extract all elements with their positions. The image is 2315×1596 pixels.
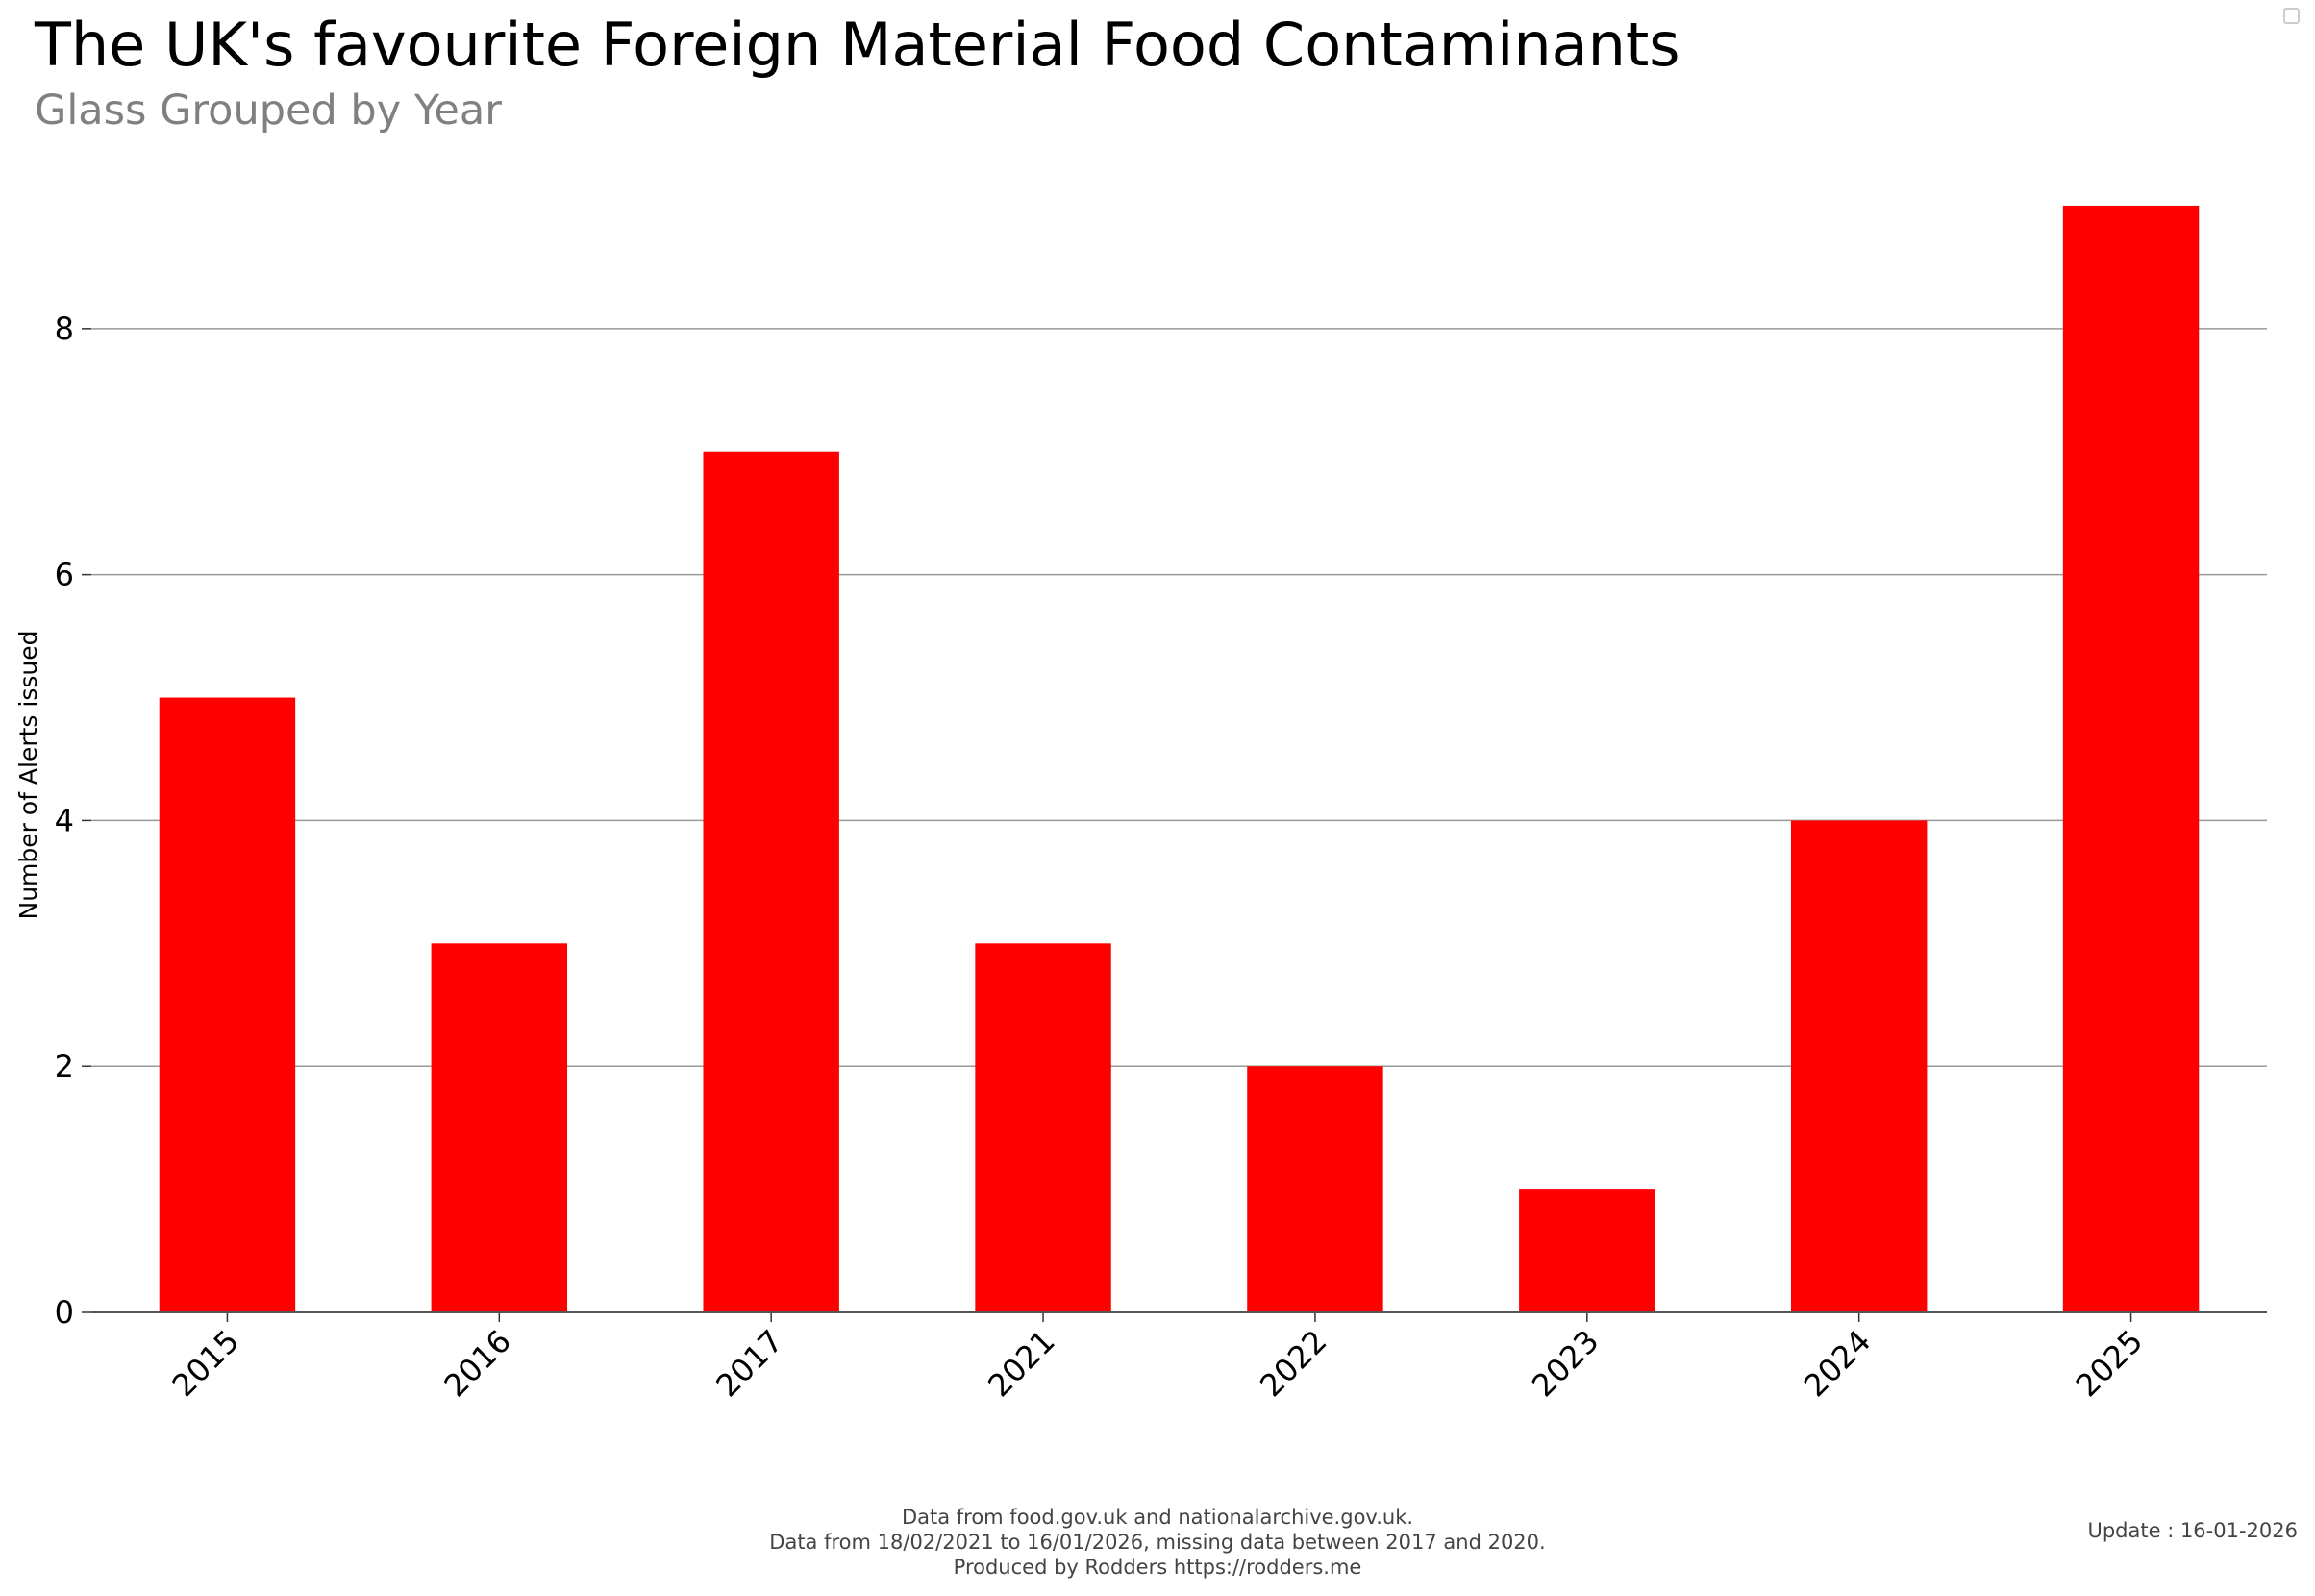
footer-credit-line: Produced by Rodders https://rodders.me (953, 1556, 1362, 1579)
legend-toggle-box[interactable] (2283, 8, 2300, 24)
bar-2022[interactable] (1247, 1066, 1383, 1312)
x-tick-label-2023: 2023 (1525, 1323, 1606, 1404)
x-tick-label-2015: 2015 (165, 1323, 246, 1404)
x-tick-label-2021: 2021 (981, 1323, 1061, 1404)
y-tick-label-3: 6 (55, 557, 74, 593)
bar-2024[interactable] (1790, 820, 1928, 1312)
x-tick-label-2025: 2025 (2069, 1323, 2150, 1404)
x-tick-label-2024: 2024 (1797, 1323, 1878, 1404)
y-tick-label-2: 4 (55, 802, 74, 838)
y-axis-label: Number of Alerts issued (14, 631, 42, 920)
chart-title: The UK's favourite Foreign Material Food… (35, 10, 1680, 80)
bar-2021[interactable] (975, 943, 1111, 1312)
y-tick-label-0: 0 (55, 1294, 74, 1331)
footer-notes: Data from food.gov.uk and nationalarchiv… (0, 1505, 2315, 1580)
bar-2023[interactable] (1519, 1189, 1655, 1312)
bar-2016[interactable] (431, 943, 568, 1312)
x-tick-label-2016: 2016 (437, 1323, 518, 1404)
grid-lines (91, 328, 2267, 1067)
bar-2015[interactable] (159, 697, 296, 1312)
chart-subtitle: Glass Grouped by Year (35, 87, 502, 135)
update-note: Update : 16-01-2026 (2087, 1519, 2298, 1542)
x-tick-label-2022: 2022 (1253, 1323, 1333, 1404)
axes: 0 2 4 6 8 2015 2016 2017 2021 2022 2023 2024 2025 (55, 311, 2267, 1404)
bar-2017[interactable] (703, 451, 839, 1313)
y-tick-label-1: 2 (55, 1048, 74, 1085)
y-tick-label-4: 8 (55, 311, 74, 347)
footer-range-line: Data from 18/02/2021 to 16/01/2026, miss… (769, 1531, 1546, 1554)
bar-2025[interactable] (2062, 205, 2200, 1312)
bars (159, 205, 2200, 1313)
x-tick-label-2017: 2017 (709, 1323, 789, 1404)
footer-source-line: Data from food.gov.uk and nationalarchiv… (901, 1506, 1414, 1529)
